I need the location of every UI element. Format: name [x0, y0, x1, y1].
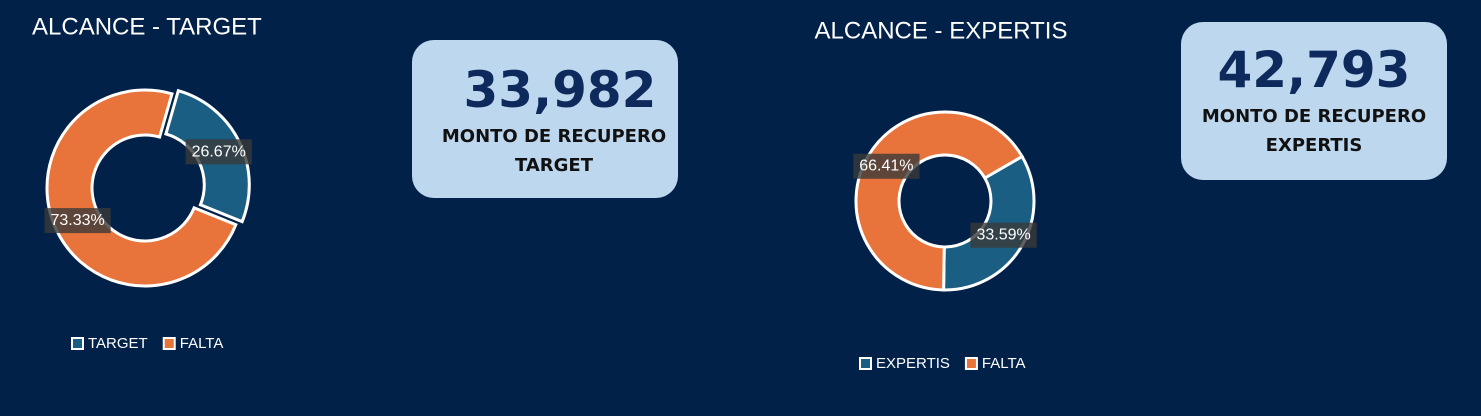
- legend-swatch: [859, 357, 872, 370]
- legend-swatch: [71, 337, 84, 350]
- data-label-text: 66.41%: [859, 158, 913, 175]
- data-label-box: [970, 222, 1037, 248]
- data-label-box: [853, 153, 920, 179]
- data-label: 26.67%: [185, 139, 252, 165]
- data-label: 73.33%: [44, 208, 111, 234]
- data-label-text: 73.33%: [50, 212, 104, 229]
- legend-label: EXPERTIS: [876, 355, 950, 372]
- data-label-text: 33.59%: [976, 227, 1030, 244]
- kpi-label: MONTO DE RECUPERO EXPERTIS: [1201, 106, 1427, 156]
- legend-label: FALTA: [180, 335, 224, 352]
- legend-swatch: [964, 357, 978, 370]
- kpi-value: 42,793: [1217, 41, 1411, 99]
- data-label: 33.59%: [970, 222, 1037, 248]
- data-label-box: [44, 208, 111, 234]
- kpi-card: 33,982 MONTO DE RECUPERO TARGET: [412, 40, 678, 198]
- legend-label: TARGET: [88, 335, 148, 352]
- data-label-box: [185, 139, 252, 165]
- kpi-card: 42,793 MONTO DE RECUPERO EXPERTIS: [1181, 22, 1447, 180]
- kpi-value: 33,982: [463, 61, 657, 119]
- legend-swatch: [162, 337, 176, 350]
- data-label-text: 26.67%: [192, 143, 246, 160]
- data-label: 66.41%: [853, 153, 920, 179]
- chart-title: ALCANCE - TARGET: [32, 13, 262, 40]
- chart-title: ALCANCE - EXPERTIS: [815, 17, 1068, 44]
- donut-slice: [45, 88, 238, 288]
- legend-label: FALTA: [982, 355, 1026, 372]
- kpi-label: MONTO DE RECUPERO TARGET: [441, 126, 667, 176]
